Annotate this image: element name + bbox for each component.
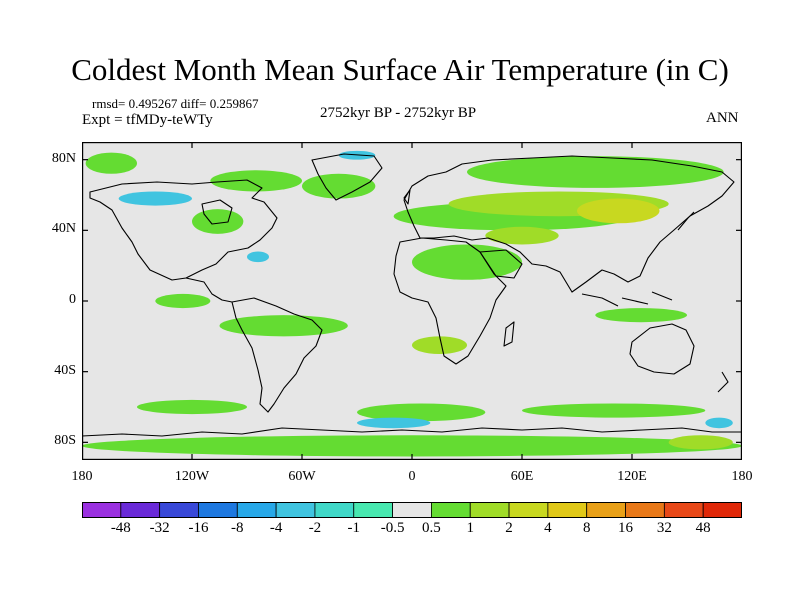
colorbar-label: -48 [110, 520, 131, 536]
longitude-label: 180 [71, 469, 93, 484]
experiment-label: Expt = tfMDy-teWTy [82, 112, 213, 128]
coastline-greenland [311, 153, 383, 201]
colorbar-cell [120, 502, 161, 518]
colorbar-cell [236, 502, 277, 518]
colorbar-label: -32 [149, 520, 170, 536]
colorbar-cell [431, 502, 471, 518]
anomaly-patch [522, 403, 706, 418]
anomaly-fields [82, 150, 742, 457]
anomaly-patch [118, 191, 192, 206]
anomaly-patch [467, 156, 724, 188]
colorbar-label: -8 [231, 520, 244, 536]
anomaly-patch [155, 293, 211, 309]
colorbar-label: 48 [695, 520, 711, 536]
colorbar-label: -2 [308, 520, 322, 536]
colorbar-cell [353, 502, 393, 518]
colorbar-cell [392, 502, 432, 518]
axis-ticks [82, 142, 742, 460]
coastline-arabia [479, 249, 523, 279]
anomaly-patch [668, 435, 733, 450]
latitude-label: 80S [54, 433, 76, 449]
colorbar-label: 32 [656, 520, 672, 536]
colorbar-label: -4 [269, 520, 283, 536]
colorbar-cell [198, 502, 238, 518]
anomaly-patch [85, 152, 137, 174]
anomaly-patch [137, 399, 247, 415]
colorbar-label: 16 [618, 520, 634, 536]
latitude-label: 40S [54, 362, 76, 378]
coastline-hudson-bay [201, 199, 233, 225]
longitude-label: 120W [174, 469, 210, 484]
latitude-label: 0 [69, 292, 76, 307]
latitude-label: 80N [51, 150, 76, 166]
latitude-label: 40N [51, 221, 76, 237]
colorbar-label: -16 [188, 520, 209, 536]
colorbar-cell [663, 502, 704, 518]
colorbar-cell [314, 502, 355, 518]
colorbar-cell [275, 502, 316, 518]
anomaly-patch [705, 417, 733, 429]
stats-text: rmsd= 0.495267 diff= 0.259867 [92, 96, 259, 111]
coastline-eurasia [403, 155, 735, 293]
colorbar-cell [469, 502, 510, 518]
longitude-label: 60W [288, 469, 316, 484]
colorbar-cell [508, 502, 549, 518]
coastline-africa [393, 237, 507, 365]
colorbar-label: 2 [505, 520, 513, 536]
anomaly-patch [210, 170, 302, 192]
season-label: ANN [706, 110, 739, 126]
longitude-label: 60E [510, 469, 534, 484]
period-label: 2752kyr BP - 2752kyr BP [320, 105, 477, 121]
coastlines [82, 153, 742, 437]
anomaly-patch [485, 226, 559, 245]
coastline-north-america [89, 179, 278, 281]
colorbar-cells [82, 502, 742, 518]
anomaly-patch [357, 403, 486, 422]
anomaly-patch [577, 198, 660, 224]
colorbar-cell [625, 502, 665, 518]
colorbar-label: -0.5 [380, 520, 405, 536]
colorbar-frame [82, 502, 742, 518]
colorbar-label: 0.5 [422, 520, 441, 536]
coastline-indonesia [581, 291, 673, 307]
anomaly-patch [302, 173, 376, 199]
colorbar-cell [82, 502, 122, 518]
coastline-south-america [231, 297, 323, 413]
coastline-new-zealand [717, 371, 729, 393]
anomaly-patch [412, 336, 467, 354]
anomaly-patch [247, 251, 269, 263]
colorbar-cell [547, 502, 588, 518]
longitude-label: 0 [408, 469, 416, 484]
temperature-anomaly-map [82, 142, 742, 460]
anomaly-patch [192, 209, 244, 234]
colorbar-cell [586, 502, 626, 518]
colorbar-cell [702, 502, 742, 518]
chart-title: Coldest Month Mean Surface Air Temperatu… [71, 52, 729, 87]
colorbar-label: 4 [544, 520, 552, 536]
coastline-australia [629, 323, 695, 375]
coastline-british-isles [403, 189, 411, 205]
anomaly-patch [595, 308, 688, 323]
coastline-madagascar [503, 321, 515, 347]
colorbar-label: 1 [466, 520, 474, 536]
colorbar-label: 8 [582, 520, 591, 536]
colorbar-label: -1 [347, 520, 361, 536]
coastline-japan [677, 211, 695, 231]
longitude-label: 120E [617, 469, 647, 484]
anomaly-patch [82, 435, 742, 457]
colorbar-cell [159, 502, 199, 518]
coastline-antarctica [82, 427, 742, 437]
anomaly-patch [412, 244, 522, 280]
longitude-label: 180 [731, 469, 753, 484]
coastline-central-america [185, 277, 233, 303]
colorbar [82, 502, 742, 518]
anomaly-patch [219, 315, 348, 337]
anomaly-patch [357, 417, 431, 429]
